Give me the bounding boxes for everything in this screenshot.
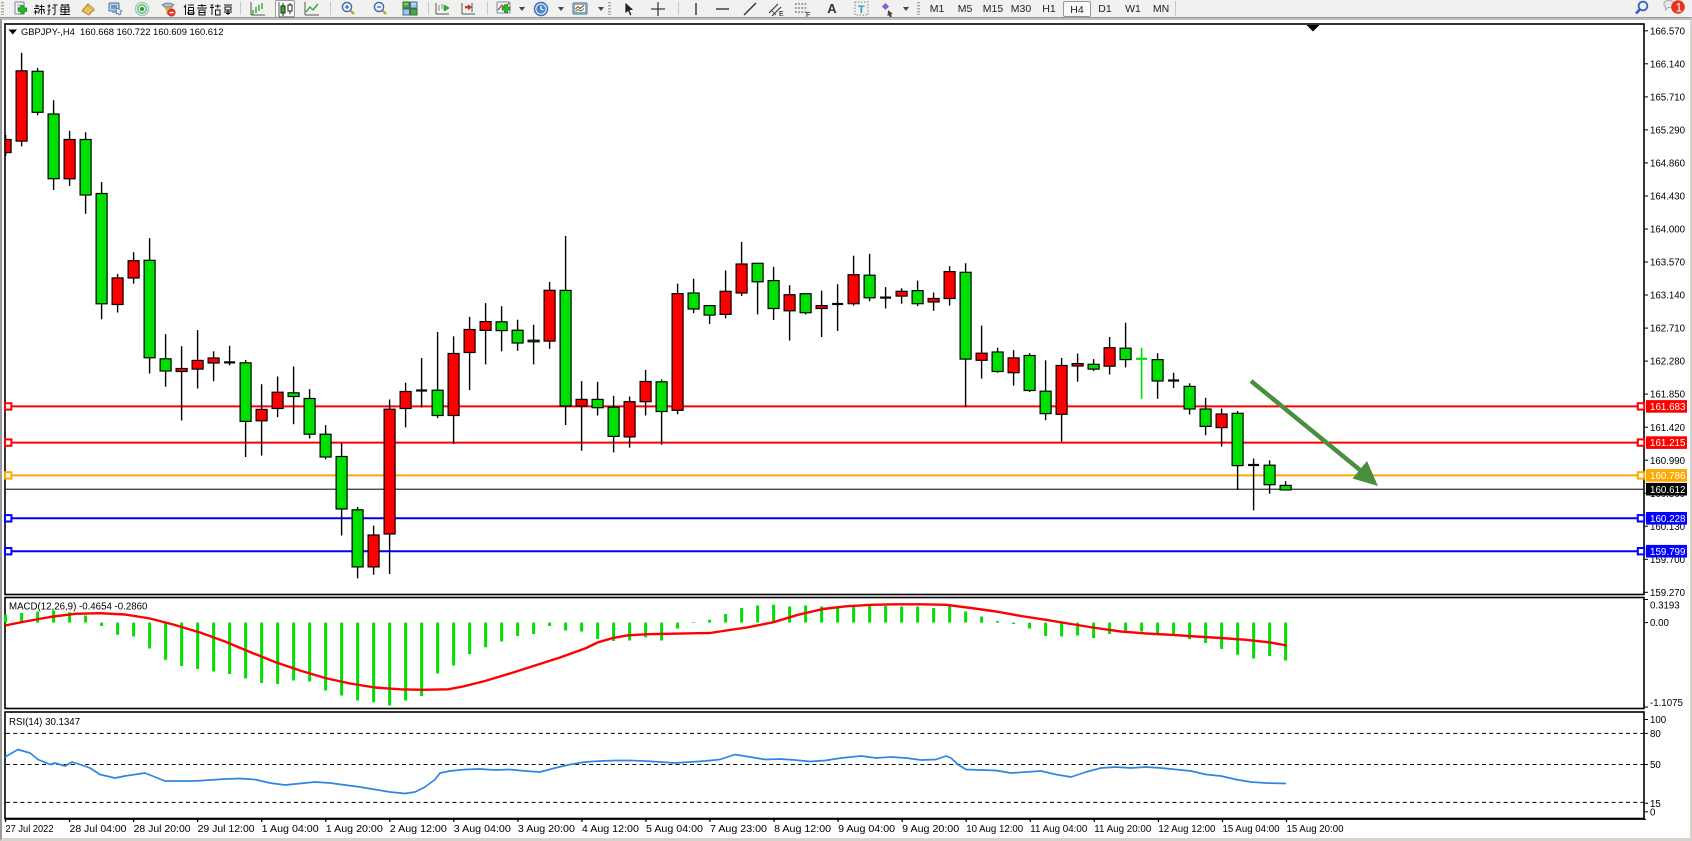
svg-text:MACD(12,26,9) -0.4654 -0.2860: MACD(12,26,9) -0.4654 -0.2860 (9, 602, 148, 613)
svg-text:8 Aug 12:00: 8 Aug 12:00 (774, 824, 831, 835)
svg-text:163.140: 163.140 (1650, 291, 1686, 302)
svg-text:11 Aug 20:00: 11 Aug 20:00 (1094, 824, 1151, 835)
svg-text:160.228: 160.228 (1650, 514, 1686, 525)
svg-text:5 Aug 04:00: 5 Aug 04:00 (646, 824, 703, 835)
svg-text:3 Aug 04:00: 3 Aug 04:00 (454, 824, 511, 835)
svg-text:27 Jul 2022: 27 Jul 2022 (6, 824, 54, 835)
svg-text:162.710: 162.710 (1650, 324, 1686, 335)
svg-text:159.799: 159.799 (1650, 547, 1685, 558)
svg-text:15 Aug 04:00: 15 Aug 04:00 (1223, 824, 1280, 835)
svg-text:1: 1 (1676, 1, 1683, 15)
svg-text:15 Aug 20:00: 15 Aug 20:00 (1287, 824, 1344, 835)
svg-text:161.850: 161.850 (1650, 390, 1686, 401)
svg-text:160.990: 160.990 (1650, 456, 1686, 467)
svg-text:160.130: 160.130 (1650, 522, 1686, 533)
svg-text:1 Aug 20:00: 1 Aug 20:00 (326, 824, 383, 835)
svg-text:T: T (858, 4, 865, 16)
svg-text:E: E (779, 11, 784, 17)
svg-text:160.612: 160.612 (1650, 485, 1685, 496)
svg-text:10 Aug 12:00: 10 Aug 12:00 (966, 824, 1023, 835)
svg-text:9 Aug 04:00: 9 Aug 04:00 (838, 824, 895, 835)
svg-text:12 Aug 12:00: 12 Aug 12:00 (1158, 824, 1215, 835)
svg-text:4 Aug 12:00: 4 Aug 12:00 (582, 824, 639, 835)
svg-text:RSI(14) 30.1347: RSI(14) 30.1347 (9, 717, 80, 728)
svg-text:0.00: 0.00 (1650, 618, 1669, 629)
svg-text:166.570: 166.570 (1650, 26, 1686, 37)
svg-text:161.420: 161.420 (1650, 423, 1686, 434)
svg-text:161.683: 161.683 (1650, 402, 1686, 413)
svg-text:160.786: 160.786 (1650, 471, 1686, 482)
svg-text:29 Jul 12:00: 29 Jul 12:00 (198, 824, 255, 835)
svg-text:165.290: 165.290 (1650, 126, 1686, 137)
svg-text:7 Aug 23:00: 7 Aug 23:00 (710, 824, 767, 835)
svg-text:-1.1075: -1.1075 (1650, 698, 1683, 709)
svg-text:159.700: 159.700 (1650, 555, 1686, 566)
svg-text:100: 100 (1650, 715, 1667, 726)
svg-text:0.3193: 0.3193 (1650, 600, 1680, 611)
svg-text:28 Jul 04:00: 28 Jul 04:00 (70, 824, 127, 835)
svg-text:164.430: 164.430 (1650, 192, 1686, 203)
svg-text:80: 80 (1650, 729, 1661, 740)
svg-text:28 Jul 20:00: 28 Jul 20:00 (134, 824, 191, 835)
svg-text:161.215: 161.215 (1650, 438, 1686, 449)
svg-text:15: 15 (1650, 799, 1661, 810)
svg-text:159.270: 159.270 (1650, 588, 1686, 599)
svg-text:166.140: 166.140 (1650, 59, 1686, 70)
svg-text:GBPJPY-,H4 160.668 160.722 16: GBPJPY-,H4 160.668 160.722 160.609 160.6… (21, 26, 223, 37)
svg-text:9 Aug 20:00: 9 Aug 20:00 (902, 824, 959, 835)
svg-text:50: 50 (1650, 760, 1661, 771)
svg-text:163.570: 163.570 (1650, 258, 1686, 269)
svg-text:F: F (806, 12, 810, 17)
svg-text:162.280: 162.280 (1650, 357, 1686, 368)
svg-text:1 Aug 04:00: 1 Aug 04:00 (262, 824, 319, 835)
svg-text:3 Aug 20:00: 3 Aug 20:00 (518, 824, 575, 835)
svg-text:164.860: 164.860 (1650, 159, 1686, 170)
svg-text:164.000: 164.000 (1650, 225, 1686, 236)
svg-text:0: 0 (1650, 807, 1656, 818)
svg-text:165.710: 165.710 (1650, 93, 1686, 104)
svg-text:2 Aug 12:00: 2 Aug 12:00 (390, 824, 447, 835)
svg-text:11 Aug 04:00: 11 Aug 04:00 (1030, 824, 1087, 835)
